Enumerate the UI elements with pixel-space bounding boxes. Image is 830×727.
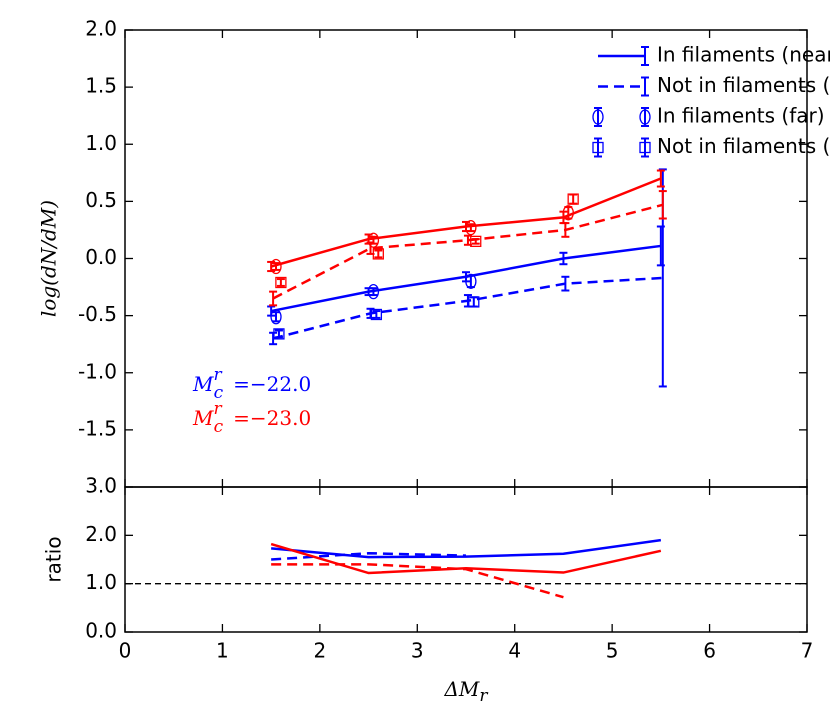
y-tick-label: 1.0 bbox=[85, 131, 117, 155]
marker bbox=[367, 283, 380, 300]
x-axis-label-base: ΔM bbox=[443, 677, 479, 701]
error-bar bbox=[269, 331, 278, 346]
legend-label: In filaments (far) bbox=[657, 104, 825, 128]
marker bbox=[465, 220, 477, 236]
marker bbox=[370, 308, 383, 321]
x-tick-label: 7 bbox=[801, 639, 814, 663]
annotation-sup: r bbox=[213, 399, 222, 419]
error-bar bbox=[367, 283, 380, 300]
annotation: Mr c =−22.0 bbox=[192, 365, 311, 403]
y-tick-label: -1.5 bbox=[78, 416, 117, 440]
y-tick-label: 1.5 bbox=[85, 74, 117, 98]
annotation-base: M bbox=[192, 372, 214, 396]
error-bar bbox=[273, 328, 285, 340]
x-tick-label: 5 bbox=[606, 639, 619, 663]
legend-marker bbox=[592, 109, 604, 125]
y-tick-label: 2.0 bbox=[85, 17, 117, 41]
legend-label: Not in filaments (far) bbox=[657, 134, 830, 158]
x-tick-label: 4 bbox=[508, 639, 521, 663]
error-bar bbox=[269, 290, 278, 307]
marker bbox=[470, 235, 482, 248]
marker bbox=[275, 276, 287, 289]
error-bar bbox=[367, 232, 380, 248]
legend-label: Not in filaments (near) bbox=[657, 73, 830, 97]
series-line bbox=[271, 563, 564, 599]
marker bbox=[562, 205, 574, 221]
error-bar bbox=[372, 248, 384, 260]
marker bbox=[273, 328, 285, 340]
annotation: Mr c =−23.0 bbox=[192, 399, 311, 437]
y-tick-label: 2.0 bbox=[85, 522, 117, 546]
error-bar bbox=[559, 251, 568, 266]
y-tick-label: 1.0 bbox=[85, 570, 117, 594]
x-tick-label: 2 bbox=[313, 639, 326, 663]
x-tick-label: 1 bbox=[216, 639, 229, 663]
x-tick-label: 3 bbox=[411, 639, 424, 663]
plot-frame bbox=[124, 29, 808, 488]
annotation-sup: r bbox=[213, 365, 222, 385]
marker bbox=[567, 193, 579, 205]
error-bar bbox=[270, 258, 282, 275]
legend-label: In filaments (near) bbox=[657, 43, 830, 67]
y-tick-label: 0.0 bbox=[85, 619, 117, 643]
legend-marker bbox=[592, 141, 604, 154]
x-tick-label: 0 bbox=[119, 639, 132, 663]
marker bbox=[468, 296, 480, 308]
x-axis-label: ΔMr bbox=[443, 677, 488, 706]
y-axis-label: ratio bbox=[42, 536, 66, 582]
error-bar bbox=[656, 169, 665, 188]
plot-frame bbox=[124, 486, 808, 633]
error-bar bbox=[465, 220, 477, 236]
error-bar bbox=[561, 222, 570, 238]
marker bbox=[372, 248, 384, 260]
error-bar bbox=[470, 235, 482, 248]
series-line bbox=[272, 203, 664, 300]
y-tick-label: -1.0 bbox=[78, 359, 117, 383]
annotation-rest: =−22.0 bbox=[233, 372, 311, 396]
marker bbox=[465, 273, 477, 290]
y-tick-label: -0.5 bbox=[78, 302, 117, 326]
y-tick-label: 0.5 bbox=[85, 188, 117, 212]
error-bar bbox=[567, 193, 579, 205]
error-bar bbox=[275, 276, 287, 289]
y-axis-label: log(dN/dM) bbox=[37, 200, 61, 317]
error-bar bbox=[562, 205, 574, 221]
y-tick-label: 3.0 bbox=[85, 474, 117, 498]
x-axis-label-sub: r bbox=[479, 686, 488, 706]
marker bbox=[367, 232, 380, 248]
y-tick-label: 0.0 bbox=[85, 245, 117, 269]
series-line bbox=[271, 551, 467, 561]
error-bar bbox=[465, 273, 477, 290]
marker bbox=[270, 309, 282, 325]
x-tick-label: 6 bbox=[703, 639, 716, 663]
marker bbox=[270, 258, 282, 275]
annotation-rest: =−23.0 bbox=[233, 406, 311, 430]
legend-marker bbox=[639, 109, 651, 125]
annotation-base: M bbox=[192, 406, 214, 430]
annotation-sub: c bbox=[214, 417, 224, 437]
legend-marker bbox=[639, 141, 651, 154]
annotation-sub: c bbox=[214, 383, 224, 403]
error-bar bbox=[370, 308, 383, 321]
error-bar bbox=[270, 309, 282, 325]
error-bar bbox=[658, 190, 667, 220]
error-bar bbox=[561, 275, 570, 292]
error-bar bbox=[468, 296, 480, 308]
